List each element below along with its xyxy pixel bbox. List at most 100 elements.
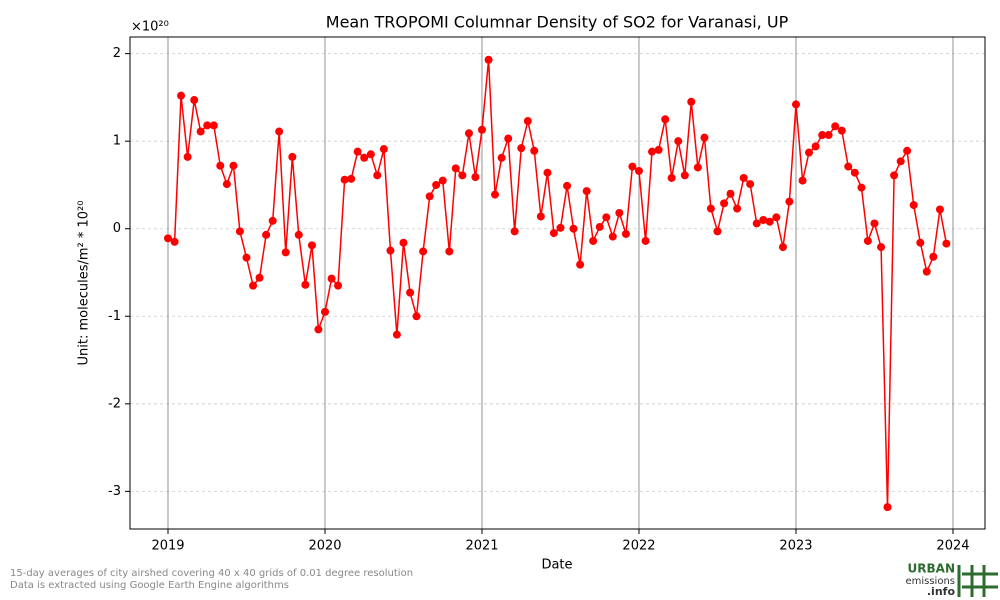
data-point bbox=[406, 288, 415, 297]
data-point bbox=[327, 274, 336, 283]
data-point bbox=[700, 133, 709, 142]
data-point bbox=[628, 162, 637, 171]
data-point bbox=[170, 237, 179, 246]
data-point bbox=[425, 192, 434, 201]
data-point bbox=[602, 213, 611, 222]
data-point bbox=[850, 168, 859, 177]
data-point bbox=[419, 247, 428, 256]
data-point bbox=[726, 189, 735, 198]
data-point bbox=[706, 204, 715, 213]
data-point bbox=[334, 281, 343, 290]
data-point bbox=[379, 145, 388, 154]
data-point bbox=[615, 208, 624, 217]
data-point bbox=[896, 157, 905, 166]
data-point bbox=[824, 131, 833, 140]
logo: URBAN emissions .info bbox=[905, 562, 998, 598]
data-point bbox=[360, 153, 369, 162]
data-point bbox=[877, 243, 886, 252]
data-point bbox=[778, 243, 787, 252]
data-point bbox=[268, 216, 277, 225]
data-point bbox=[752, 219, 761, 228]
data-point bbox=[563, 181, 572, 190]
data-point bbox=[477, 125, 486, 134]
data-point bbox=[392, 330, 401, 339]
data-point bbox=[399, 238, 408, 247]
data-point bbox=[242, 253, 251, 262]
data-point bbox=[536, 212, 545, 221]
data-point bbox=[412, 312, 421, 321]
data-point bbox=[785, 197, 794, 206]
y-tick-label: 0 bbox=[113, 221, 121, 236]
data-point bbox=[759, 215, 768, 224]
data-point bbox=[484, 55, 493, 64]
data-point bbox=[595, 222, 604, 231]
data-point bbox=[746, 180, 755, 189]
y-tick-label: 2 bbox=[113, 46, 121, 61]
x-tick-label: 2019 bbox=[151, 539, 184, 554]
y-axis-label: Unit: molecules/m² * 10²⁰ bbox=[77, 201, 92, 366]
data-point bbox=[438, 176, 447, 185]
logo-mark bbox=[957, 565, 998, 597]
plot-frame bbox=[129, 36, 986, 530]
data-point bbox=[249, 281, 258, 290]
data-point bbox=[863, 236, 872, 245]
data-point bbox=[589, 236, 598, 245]
x-tick-label: 2024 bbox=[936, 539, 969, 554]
data-point bbox=[870, 219, 879, 228]
data-point bbox=[320, 307, 329, 316]
data-point bbox=[582, 187, 591, 196]
data-point bbox=[373, 171, 382, 180]
y-offset-label: ×10²⁰ bbox=[131, 20, 169, 35]
data-point bbox=[530, 146, 539, 155]
data-point bbox=[556, 223, 565, 232]
data-point bbox=[765, 217, 774, 226]
data-point bbox=[890, 171, 899, 180]
data-point bbox=[196, 127, 205, 136]
data-point bbox=[903, 146, 912, 155]
data-point bbox=[811, 142, 820, 151]
data-point bbox=[301, 280, 310, 289]
data-point bbox=[451, 164, 460, 173]
data-point bbox=[471, 173, 480, 182]
data-point bbox=[203, 121, 212, 130]
data-point bbox=[294, 230, 303, 239]
data-point bbox=[935, 205, 944, 214]
data-point bbox=[209, 121, 218, 130]
data-point bbox=[255, 273, 264, 282]
y-tick-label: -2 bbox=[108, 396, 121, 411]
data-point bbox=[190, 96, 199, 105]
data-point bbox=[621, 229, 630, 238]
data-point bbox=[543, 168, 552, 177]
data-point bbox=[680, 171, 689, 180]
logo-text: URBAN bbox=[908, 562, 955, 576]
data-point bbox=[183, 152, 192, 161]
x-tick-label: 2023 bbox=[779, 539, 812, 554]
data-point bbox=[844, 162, 853, 171]
data-point bbox=[634, 166, 643, 175]
data-point bbox=[805, 148, 814, 157]
data-point bbox=[739, 173, 748, 182]
data-point bbox=[576, 260, 585, 269]
data-point bbox=[314, 325, 323, 334]
data-point bbox=[549, 229, 558, 238]
chart-title: Mean TROPOMI Columnar Density of SO2 for… bbox=[326, 13, 789, 32]
data-point bbox=[177, 91, 186, 100]
data-point bbox=[504, 134, 513, 143]
data-point bbox=[857, 183, 866, 192]
logo-text: .info bbox=[927, 585, 956, 598]
data-point bbox=[922, 267, 931, 276]
data-point bbox=[733, 204, 742, 213]
logo-text: emissions bbox=[905, 576, 955, 587]
data-point bbox=[432, 180, 441, 189]
data-point bbox=[909, 201, 918, 210]
data-point bbox=[216, 161, 225, 170]
data-point bbox=[458, 171, 467, 180]
data-point bbox=[340, 175, 349, 184]
data-point bbox=[307, 241, 316, 250]
data-point bbox=[222, 180, 231, 189]
data-point bbox=[262, 230, 271, 239]
data-point bbox=[883, 503, 892, 512]
data-point bbox=[491, 190, 500, 199]
data-point bbox=[510, 227, 519, 236]
